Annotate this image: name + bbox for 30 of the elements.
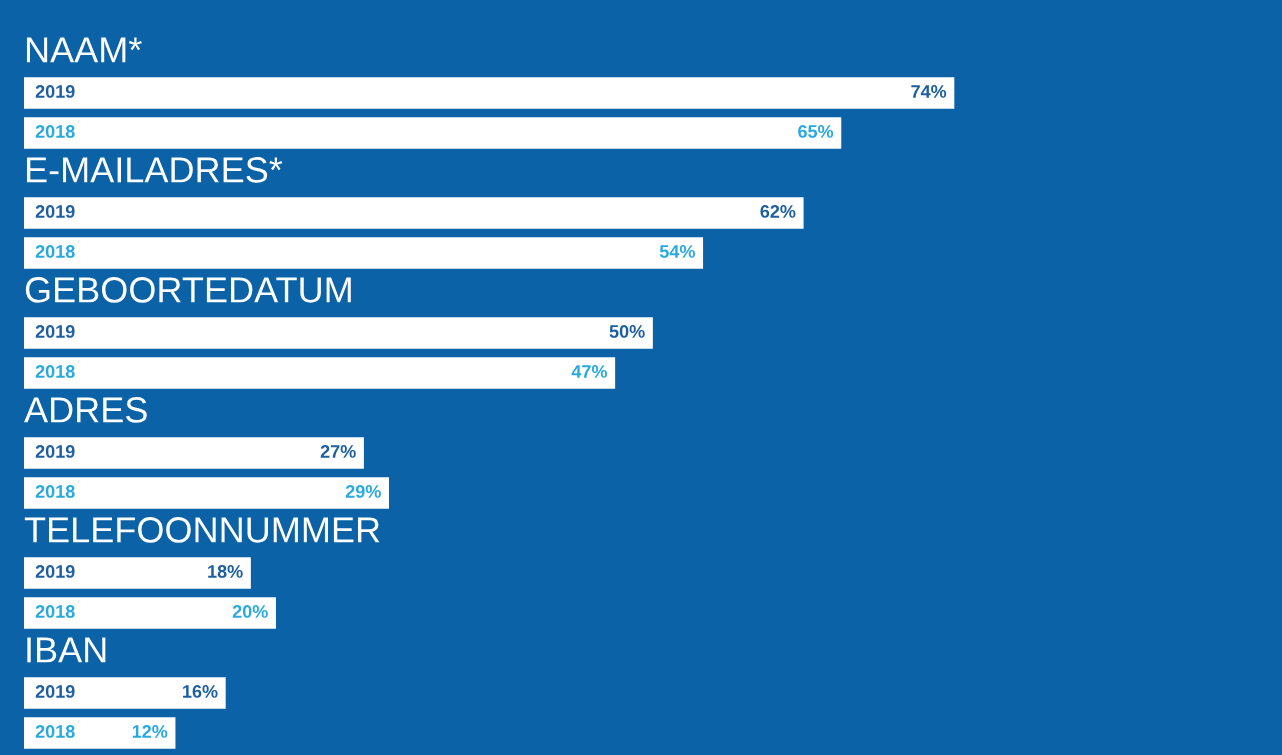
y-tick-label: TELEFOONNUMMER <box>24 517 380 543</box>
series-label: 2019 <box>35 565 75 578</box>
data-label: 65% <box>798 125 834 138</box>
data-label: 54% <box>659 245 695 258</box>
data-label: 16% <box>183 685 218 698</box>
text: 2019 <box>35 325 75 338</box>
text: 2019 <box>35 205 75 218</box>
text: 2018 <box>35 125 75 138</box>
text: 2019 <box>35 685 75 698</box>
data-label: 29% <box>345 485 381 498</box>
text: 2018 <box>35 725 75 738</box>
data-label: 50% <box>609 325 645 338</box>
y-tick-label: GEBOORTEDATUM <box>25 277 351 303</box>
y-tick-label: IBAN <box>27 637 106 663</box>
text: 2018 <box>35 365 75 378</box>
text: 2018 <box>35 485 75 498</box>
text: 2019 <box>35 445 75 458</box>
y-tick-label: ADRES <box>24 397 147 423</box>
data-label: 62% <box>760 205 796 218</box>
y-tick-label: NAAM* <box>26 37 142 63</box>
data-label: 74% <box>911 85 947 98</box>
data-label: 27% <box>320 445 356 458</box>
data-label: 18% <box>208 565 243 578</box>
data-label: 20% <box>232 605 268 618</box>
text: 2019 <box>35 85 75 98</box>
data-label: 47% <box>571 365 608 378</box>
series-label: 2018 <box>35 605 75 618</box>
y-tick-label: E-MAILADRES* <box>26 157 283 183</box>
text: 2018 <box>35 245 75 258</box>
data-label: 12% <box>132 725 168 738</box>
